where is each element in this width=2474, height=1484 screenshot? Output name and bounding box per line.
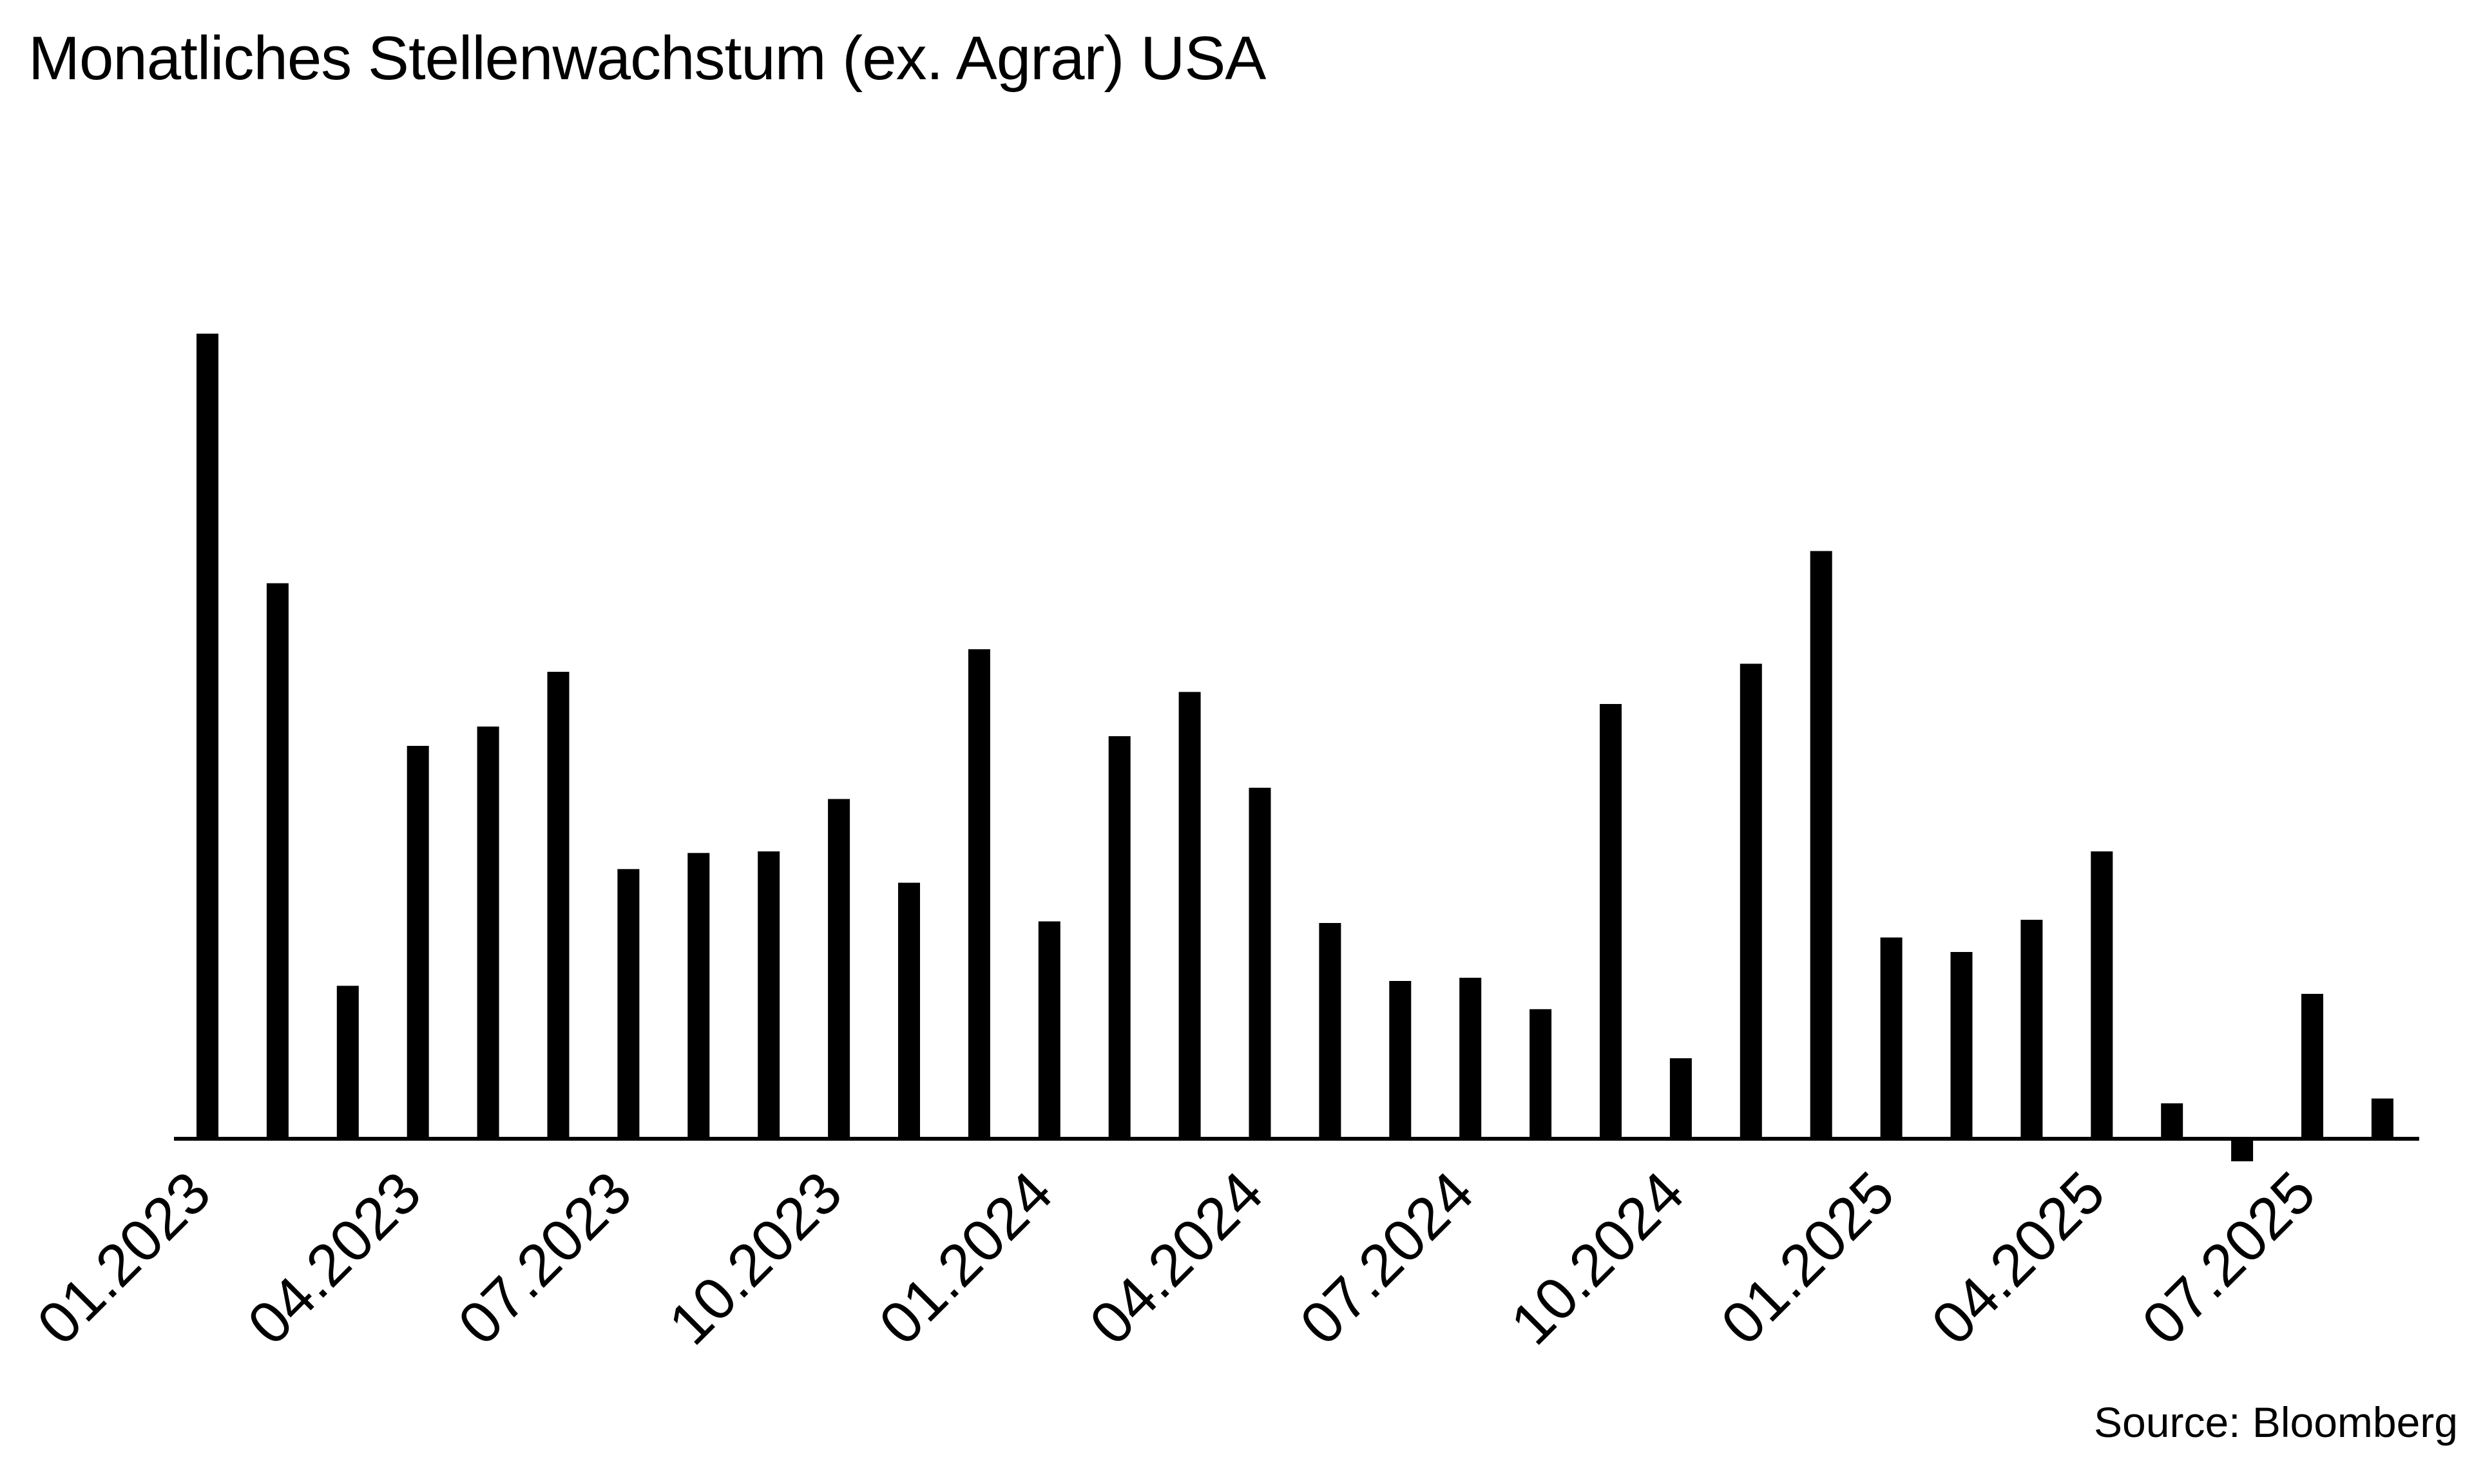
bar-12.2024 bbox=[1810, 551, 1832, 1139]
bar-01.2025 bbox=[1880, 937, 1903, 1139]
bar-08.2023 bbox=[687, 853, 710, 1139]
bar-05.2024 bbox=[1319, 923, 1341, 1139]
tick-label-07.2025: 07.2025 bbox=[2130, 1159, 2328, 1357]
bar-06.2023 bbox=[547, 672, 570, 1139]
tick-label-07.2024: 07.2024 bbox=[1288, 1159, 1486, 1357]
bar-06.2024 bbox=[1389, 981, 1412, 1139]
bar-07.2025 bbox=[2301, 994, 2323, 1139]
bar-02.2024 bbox=[1108, 736, 1131, 1139]
bar-04.2023 bbox=[407, 746, 429, 1139]
chart-source: Source: Bloomberg bbox=[2094, 1398, 2458, 1446]
bar-04.2024 bbox=[1249, 788, 1271, 1139]
bar-02.2023 bbox=[266, 583, 289, 1139]
bar-01.2024 bbox=[1038, 921, 1060, 1139]
tick-label-07.2023: 07.2023 bbox=[446, 1159, 644, 1357]
bar-06.2025 bbox=[2231, 1139, 2254, 1161]
tick-label-04.2025: 04.2025 bbox=[1919, 1159, 2117, 1357]
bar-11.2023 bbox=[898, 882, 920, 1139]
tick-label-01.2024: 01.2024 bbox=[867, 1159, 1065, 1357]
bar-12.2023 bbox=[968, 649, 990, 1139]
bar-11.2024 bbox=[1740, 663, 1762, 1139]
tick-label-10.2024: 10.2024 bbox=[1499, 1159, 1696, 1357]
bar-03.2023 bbox=[336, 985, 359, 1139]
bar-07.2024 bbox=[1459, 978, 1482, 1139]
tick-label-04.2023: 04.2023 bbox=[236, 1159, 434, 1357]
bar-09.2024 bbox=[1600, 704, 1622, 1139]
bar-10.2024 bbox=[1669, 1058, 1692, 1139]
tick-label-01.2025: 01.2025 bbox=[1709, 1159, 1906, 1357]
bar-03.2024 bbox=[1178, 692, 1201, 1139]
bar-01.2023 bbox=[197, 334, 218, 1139]
bar-10.2023 bbox=[828, 799, 850, 1139]
tick-label-01.2023: 01.2023 bbox=[25, 1159, 223, 1357]
bar-08.2024 bbox=[1529, 1009, 1552, 1139]
bars-group bbox=[197, 334, 2393, 1161]
bar-05.2023 bbox=[477, 727, 499, 1139]
bar-09.2023 bbox=[758, 851, 780, 1139]
bar-05.2025 bbox=[2161, 1103, 2183, 1139]
bar-04.2025 bbox=[2091, 851, 2113, 1139]
tick-label-04.2024: 04.2024 bbox=[1077, 1159, 1275, 1357]
x-axis-tick-labels: 01.2023 04.2023 07.2023 10.2023 01.2024 04.20… bbox=[25, 1159, 2328, 1357]
bar-02.2025 bbox=[1950, 952, 1973, 1139]
bar-07.2023 bbox=[617, 869, 640, 1139]
bar-03.2025 bbox=[2020, 920, 2043, 1139]
bar-08.2025 bbox=[2371, 1098, 2393, 1139]
chart-title: Monatliches Stellenwachstum (ex. Agrar) … bbox=[28, 24, 1266, 93]
tick-label-10.2023: 10.2023 bbox=[657, 1159, 854, 1357]
